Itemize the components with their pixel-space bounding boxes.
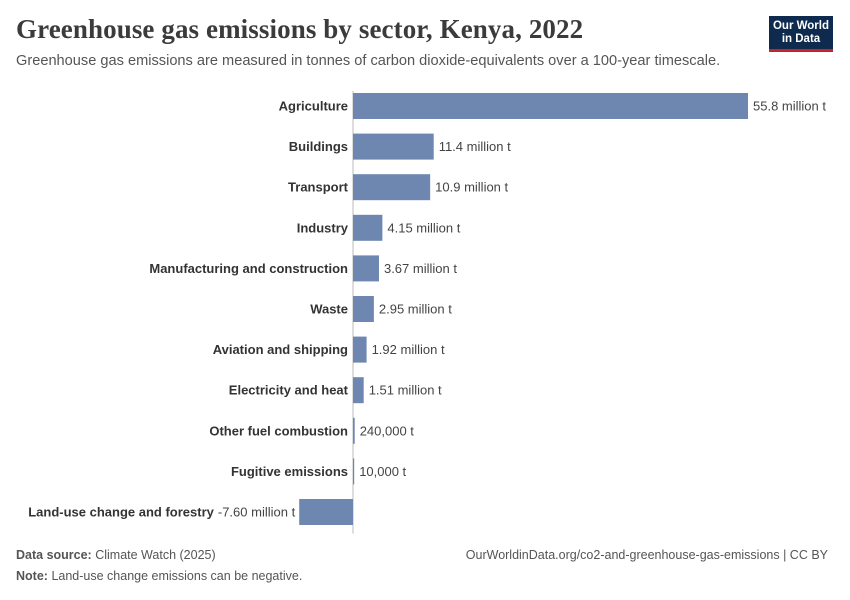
note-label: Note: — [16, 569, 48, 583]
value-label: 2.95 million t — [379, 302, 452, 317]
bar-transport[interactable] — [353, 174, 431, 201]
bar-land-use-change-and-forestry[interactable] — [299, 499, 353, 525]
logo-line-1: Our World — [772, 20, 829, 32]
value-label: 240,000 t — [360, 423, 415, 438]
value-label: 4.15 million t — [387, 220, 460, 235]
category-label: Industry — [297, 220, 349, 235]
bar-other-fuel-combustion[interactable] — [353, 417, 355, 444]
value-label: 10.9 million t — [435, 180, 508, 195]
data-source-link[interactable]: Climate Watch (2025) — [95, 548, 216, 562]
bar-chart: 55.8 million t Agriculture 11.4 million t B… — [28, 91, 826, 534]
bar-manufacturing-and-construction[interactable] — [353, 255, 379, 282]
category-label: Transport — [288, 180, 349, 195]
owid-logo[interactable]: Our World in Data — [769, 16, 833, 52]
category-label: Buildings — [289, 139, 348, 154]
bar-agriculture[interactable] — [353, 93, 748, 119]
category-label: Aviation and shipping — [213, 342, 348, 357]
value-label: 3.67 million t — [384, 261, 457, 276]
logo-line-2: in Data — [781, 32, 821, 45]
chart-note: Note: Land-use change emissions can be n… — [16, 569, 302, 583]
chart-title: Greenhouse gas emissions by sector, Keny… — [16, 14, 584, 44]
category-label: Manufacturing and construction — [149, 261, 348, 276]
category-label: Electricity and heat — [229, 383, 349, 398]
data-source: Data source: Climate Watch (2025) — [16, 548, 216, 562]
data-source-label: Data source: — [16, 548, 92, 562]
chart-subtitle: Greenhouse gas emissions are measured in… — [16, 53, 721, 69]
note-text: Land-use change emissions can be negativ… — [51, 569, 303, 583]
category-label: Fugitive emissions — [231, 464, 348, 479]
value-label: 10,000 t — [359, 464, 406, 479]
value-label: 1.92 million t — [372, 342, 445, 357]
category-label: Waste — [310, 302, 348, 317]
bar-buildings[interactable] — [353, 133, 434, 160]
source-url[interactable]: OurWorldinData.org/co2-and-greenhouse-ga… — [465, 548, 828, 562]
bar-fugitive-emissions[interactable] — [353, 458, 355, 485]
value-label: -7.60 million t — [218, 505, 296, 520]
value-label: 1.51 million t — [369, 383, 442, 398]
category-label: Land-use change and forestry — [28, 505, 214, 520]
bar-industry[interactable] — [353, 214, 383, 241]
bar-electricity-and-heat[interactable] — [353, 377, 364, 404]
value-label: 11.4 million t — [439, 139, 511, 154]
value-label: 55.8 million t — [753, 99, 826, 114]
category-label: Agriculture — [279, 99, 348, 114]
category-label: Other fuel combustion — [209, 423, 348, 438]
bar-waste[interactable] — [353, 296, 374, 322]
bar-aviation-and-shipping[interactable] — [353, 336, 367, 363]
